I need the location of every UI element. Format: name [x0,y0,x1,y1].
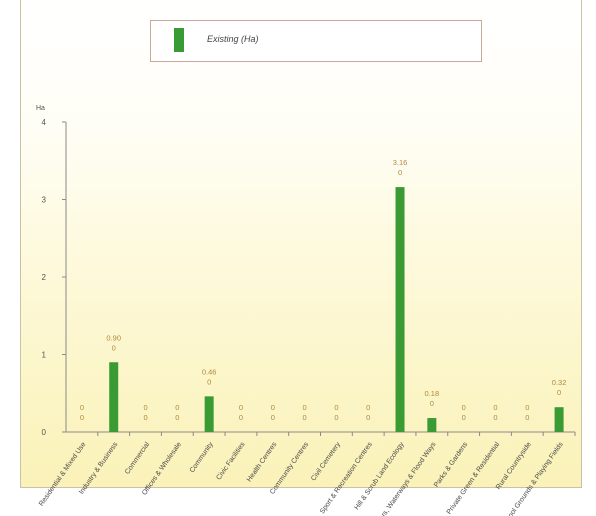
category-label: Rural Countryside [495,441,533,491]
data-label: 0 [525,403,529,412]
data-label: 0 [366,413,370,422]
y-tick-label: 4 [42,118,47,127]
data-label: 0 [334,403,338,412]
data-label: 0 [239,403,243,412]
category-label: Community [189,441,215,474]
category-label: Residential & Mixed Use [38,441,88,508]
bar [427,418,437,432]
category-label: School Grounds & Playing Fields [500,441,565,516]
data-label: 0 [557,388,561,397]
category-label: Private Green & Residential [446,441,502,516]
bar [554,407,564,432]
data-label: 0 [303,403,307,412]
data-label: 0.46 [202,367,217,376]
y-tick-label: 0 [42,428,47,437]
data-label: 0 [493,413,497,422]
data-label: 0 [175,403,179,412]
data-label: 0.90 [106,333,121,342]
chart-legend: Existing (Ha) [150,20,482,62]
data-label: 0 [462,403,466,412]
data-label: 0.32 [552,378,567,387]
y-tick-label: 1 [42,351,47,360]
bar [395,187,405,432]
category-label: Civic Facilities [215,441,246,482]
y-tick-label: 3 [42,196,47,205]
data-label: 3.16 [393,158,408,167]
category-label: Commercial [124,441,151,476]
data-label: 0 [493,403,497,412]
data-label: 0 [271,413,275,422]
data-label: 0 [303,413,307,422]
legend-swatch [174,28,184,52]
data-label: 0 [175,413,179,422]
legend-label: Existing (Ha) [207,34,259,44]
category-label: Parks & Gardens [433,441,470,489]
data-label: 0 [430,399,434,408]
data-label: 0 [525,413,529,422]
data-label: 0 [143,403,147,412]
category-label: Health Centres [246,441,279,484]
y-axis-unit-label: Ha [36,105,45,112]
data-label: 0 [398,168,402,177]
data-label: 0.18 [425,389,440,398]
y-tick-label: 2 [42,273,47,282]
data-label: 0 [239,413,243,422]
bar [204,396,214,432]
data-label: 0 [334,413,338,422]
category-label: Civil Cemetery [310,441,342,483]
data-label: 0 [271,403,275,412]
data-label: 0 [80,403,84,412]
data-label: 0 [143,413,147,422]
data-label: 0 [462,413,466,422]
category-label: Sport & Recreation Centres [319,441,374,516]
data-label: 0 [207,377,211,386]
data-label: 0 [80,413,84,422]
data-label: 0 [112,343,116,352]
data-label: 0 [366,403,370,412]
bar [109,362,119,432]
